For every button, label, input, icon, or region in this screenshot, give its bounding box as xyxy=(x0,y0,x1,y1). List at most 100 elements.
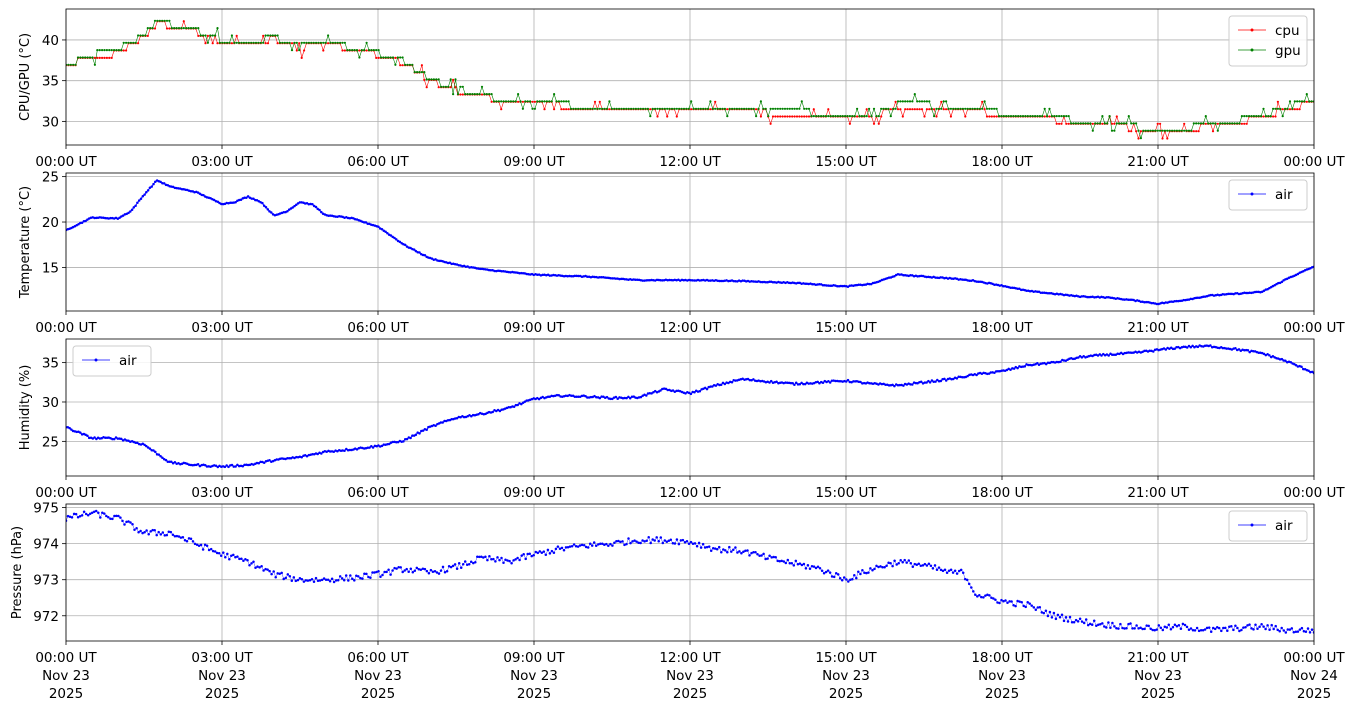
cpu-gpu-gpu-point xyxy=(620,107,623,110)
cpu-gpu-gpu-point xyxy=(435,78,438,81)
pressure-air-point xyxy=(457,561,461,565)
pressure-air-point xyxy=(558,547,562,550)
humidity-air-point xyxy=(648,392,652,395)
humidity-air-point xyxy=(1116,352,1119,356)
humidity-air-point xyxy=(305,454,309,458)
pressure-air-point xyxy=(288,575,292,578)
air-temperature-air-point xyxy=(1253,290,1257,294)
air-temperature-air-point xyxy=(148,186,152,190)
cpu-gpu-gpu-point xyxy=(1041,115,1044,118)
pressure-air-point xyxy=(1117,627,1120,630)
cpu-gpu-cpu-point xyxy=(783,115,787,118)
legend-marker xyxy=(1250,192,1254,196)
humidity-air-point xyxy=(844,380,848,383)
cpu-gpu-cpu-point xyxy=(182,20,185,23)
pressure-air-point xyxy=(361,577,364,580)
humidity-air-point xyxy=(161,456,164,460)
cpu-gpu-cpu-point xyxy=(911,108,914,111)
pressure-air-point xyxy=(931,567,935,570)
cpu-gpu-gpu-point xyxy=(577,107,580,110)
cpu-gpu-gpu-point xyxy=(1144,129,1147,132)
pressure-air-point xyxy=(70,516,74,519)
pressure-air-point xyxy=(316,579,320,583)
cpu-gpu-gpu-point xyxy=(829,115,832,118)
pressure-air-point xyxy=(338,575,342,578)
humidity-air-point xyxy=(623,396,627,400)
humidity-x-tick-label: 00:00 UT xyxy=(1283,485,1345,501)
humidity-air-point xyxy=(939,379,943,383)
cpu-gpu-gpu-point xyxy=(1199,122,1203,125)
pressure-air-point xyxy=(1234,624,1237,627)
air-temperature-x-tick: 12:00 UT xyxy=(659,311,721,336)
pressure-air-point xyxy=(1101,622,1104,625)
cpu-gpu-gpu-point xyxy=(216,27,219,30)
air-temperature-air-point xyxy=(1128,298,1132,302)
pressure-air-point xyxy=(494,560,497,563)
humidity-x-tick-label: 15:00 UT xyxy=(815,485,877,501)
cpu-gpu-cpu-point xyxy=(779,115,782,118)
cpu-gpu-gpu-point xyxy=(714,107,717,110)
cpu-gpu-y-tick: 35 xyxy=(42,74,66,90)
pressure-air-point xyxy=(750,551,753,555)
cpu-gpu-gpu-point xyxy=(204,34,207,37)
cpu-gpu-gpu-point xyxy=(1183,129,1186,132)
pressure-air-point xyxy=(504,558,507,562)
pressure-air-point xyxy=(1149,627,1152,630)
pressure-air-point xyxy=(818,566,822,570)
pressure-air-point xyxy=(611,544,614,547)
pressure-air-point xyxy=(730,550,733,553)
humidity-air-point xyxy=(421,429,425,432)
humidity-air-point xyxy=(1237,348,1241,351)
cpu-gpu-cpu-point xyxy=(1161,137,1164,140)
pressure-air-point xyxy=(810,565,814,568)
cpu-gpu-gpu-point xyxy=(745,107,748,110)
cpu-gpu-gpu-point xyxy=(822,115,825,118)
pressure-air-point xyxy=(111,517,114,521)
cpu-gpu-gpu-point xyxy=(694,107,698,110)
air-temperature-air-point xyxy=(1087,295,1091,299)
pressure-air-point xyxy=(937,566,941,569)
pressure-air-point xyxy=(572,543,576,546)
pressure-y-tick-label: 974 xyxy=(33,537,59,553)
pressure-air-point xyxy=(685,539,689,543)
pressure-air-point xyxy=(838,576,842,580)
humidity-air-point xyxy=(768,381,771,384)
pressure-air-point xyxy=(522,553,525,556)
cpu-gpu-gpu-point xyxy=(719,107,722,110)
cpu-gpu-gpu-point xyxy=(137,34,140,37)
humidity-air-point xyxy=(196,463,200,466)
pressure-air-point xyxy=(619,540,622,544)
humidity-air-point xyxy=(234,465,237,468)
humidity-y-tick-label: 25 xyxy=(42,434,59,450)
cpu-gpu-cpu-point xyxy=(1130,130,1133,133)
cpu-gpu-gpu-point xyxy=(257,41,260,44)
cpu-gpu-gpu-point xyxy=(238,41,241,44)
cpu-gpu-cpu-point xyxy=(262,34,265,38)
pressure-air-point xyxy=(435,571,439,574)
cpu-gpu-gpu-point xyxy=(418,71,421,74)
humidity-air-point xyxy=(830,379,834,382)
cpu-gpu-cpu-point xyxy=(908,108,912,111)
pressure-air-point xyxy=(300,578,304,581)
pressure-air-point xyxy=(405,567,408,571)
cpu-gpu-cpu-point xyxy=(449,86,452,89)
pressure-air-point xyxy=(1086,623,1090,627)
air-temperature-air-point xyxy=(839,284,843,288)
humidity-air-point xyxy=(934,380,937,383)
air-temperature-air-point xyxy=(993,283,996,286)
cpu-gpu-gpu-point xyxy=(978,107,981,110)
pressure-air-point xyxy=(383,570,386,574)
humidity-air-point xyxy=(70,428,73,431)
pressure-air-point xyxy=(1141,627,1144,631)
cpu-gpu-x-tick-label: 06:00 UT xyxy=(347,154,409,170)
air-temperature-air-point xyxy=(380,227,384,231)
cpu-gpu-gpu-point xyxy=(605,107,609,110)
cpu-gpu-gpu-point xyxy=(565,100,568,103)
cpu-gpu-gpu-point xyxy=(615,107,618,110)
humidity-air-point xyxy=(114,436,118,439)
humidity-air-point xyxy=(1246,349,1250,352)
cpu-gpu-gpu-point xyxy=(524,100,527,103)
humidity-air-point xyxy=(1096,354,1100,357)
humidity-air-point xyxy=(1252,350,1255,353)
humidity-air-point xyxy=(1209,344,1212,347)
